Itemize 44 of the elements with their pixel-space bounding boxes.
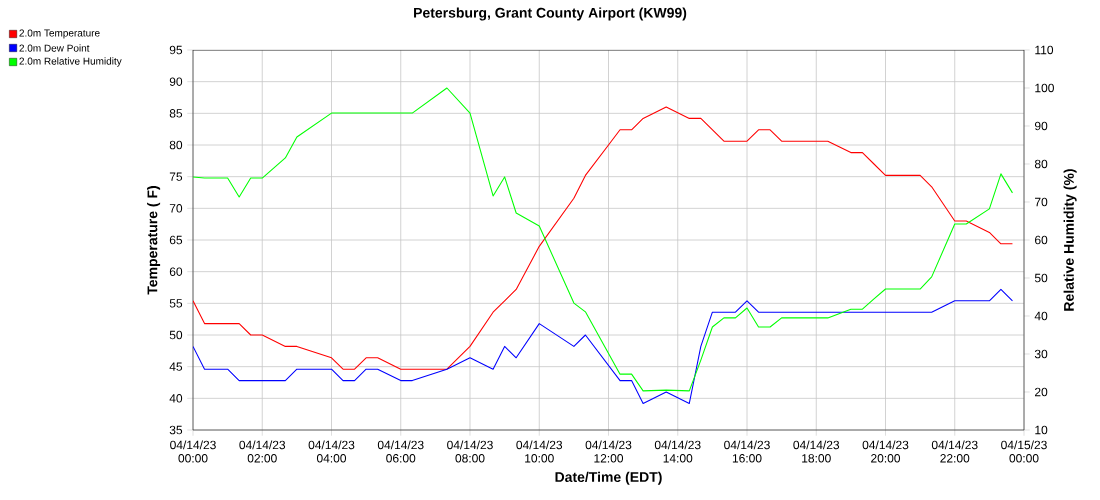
- x-tick-label: 04/14/23 02:00: [239, 440, 286, 463]
- x-tick-label: 04/14/23 10:00: [516, 440, 563, 463]
- x-tick-label: 04/14/23 14:00: [654, 440, 701, 463]
- y2-tick-label: 40: [1034, 311, 1048, 321]
- y2-tick-label: 110: [1035, 45, 1054, 55]
- y-tick-label: 85: [169, 109, 183, 118]
- y2-tick-label: 20: [1035, 387, 1048, 397]
- x-tick-label: 04/14/23 06:00: [377, 440, 424, 463]
- x-tick-label: 04/14/23 20:00: [862, 440, 909, 463]
- y2-axis-title: Relative Humidity (%): [1063, 169, 1077, 311]
- y-axis-title: Temperature ( F): [147, 186, 161, 295]
- y-tick-label: 75: [169, 172, 183, 181]
- y-tick-label: 50: [169, 330, 183, 340]
- x-tick-label: 04/14/23 18:00: [793, 440, 840, 463]
- y-tick-label: 60: [169, 267, 183, 276]
- y-tick-label: 45: [169, 362, 183, 371]
- x-tick-label: 04/14/23 16:00: [724, 440, 770, 463]
- legend-label: 2.0m Dew Point: [19, 44, 90, 52]
- y2-tick-label: 50: [1034, 273, 1048, 283]
- x-tick-label: 04/14/23 08:00: [447, 440, 493, 463]
- x-tick-label: 04/14/23 04:00: [308, 440, 355, 463]
- y-tick-label: 70: [169, 204, 183, 213]
- x-tick-label: 04/14/23 22:00: [931, 440, 978, 463]
- y-tick-label: 65: [169, 235, 183, 245]
- chart-title: Petersburg, Grant County Airport (KW99): [414, 7, 687, 21]
- x-axis-title: Date/Time (EDT): [555, 471, 662, 485]
- x-tick-label: 04/14/23 12:00: [585, 440, 632, 463]
- y-tick-label: 90: [169, 77, 183, 86]
- y-tick-label: 80: [169, 140, 183, 150]
- y2-tick-label: 100: [1035, 83, 1054, 93]
- y2-tick-label: 60: [1035, 235, 1048, 245]
- legend-label: 2.0m Relative Humidity: [19, 57, 122, 67]
- y-tick-label: 95: [169, 45, 183, 55]
- legend-label: 2.0m Temperature: [19, 29, 100, 39]
- y-tick-label: 40: [169, 394, 183, 403]
- y2-tick-label: 80: [1034, 159, 1048, 169]
- y-tick-label: 35: [169, 425, 183, 435]
- x-tick-label: 04/15/23 00:00: [1001, 440, 1047, 463]
- y2-tick-label: 90: [1034, 121, 1048, 131]
- y2-tick-label: 30: [1034, 349, 1048, 359]
- y-tick-label: 55: [169, 299, 183, 308]
- y2-tick-label: 10: [1035, 425, 1048, 435]
- x-tick-label: 04/14/23 00:00: [170, 440, 216, 463]
- y2-tick-label: 70: [1035, 197, 1048, 207]
